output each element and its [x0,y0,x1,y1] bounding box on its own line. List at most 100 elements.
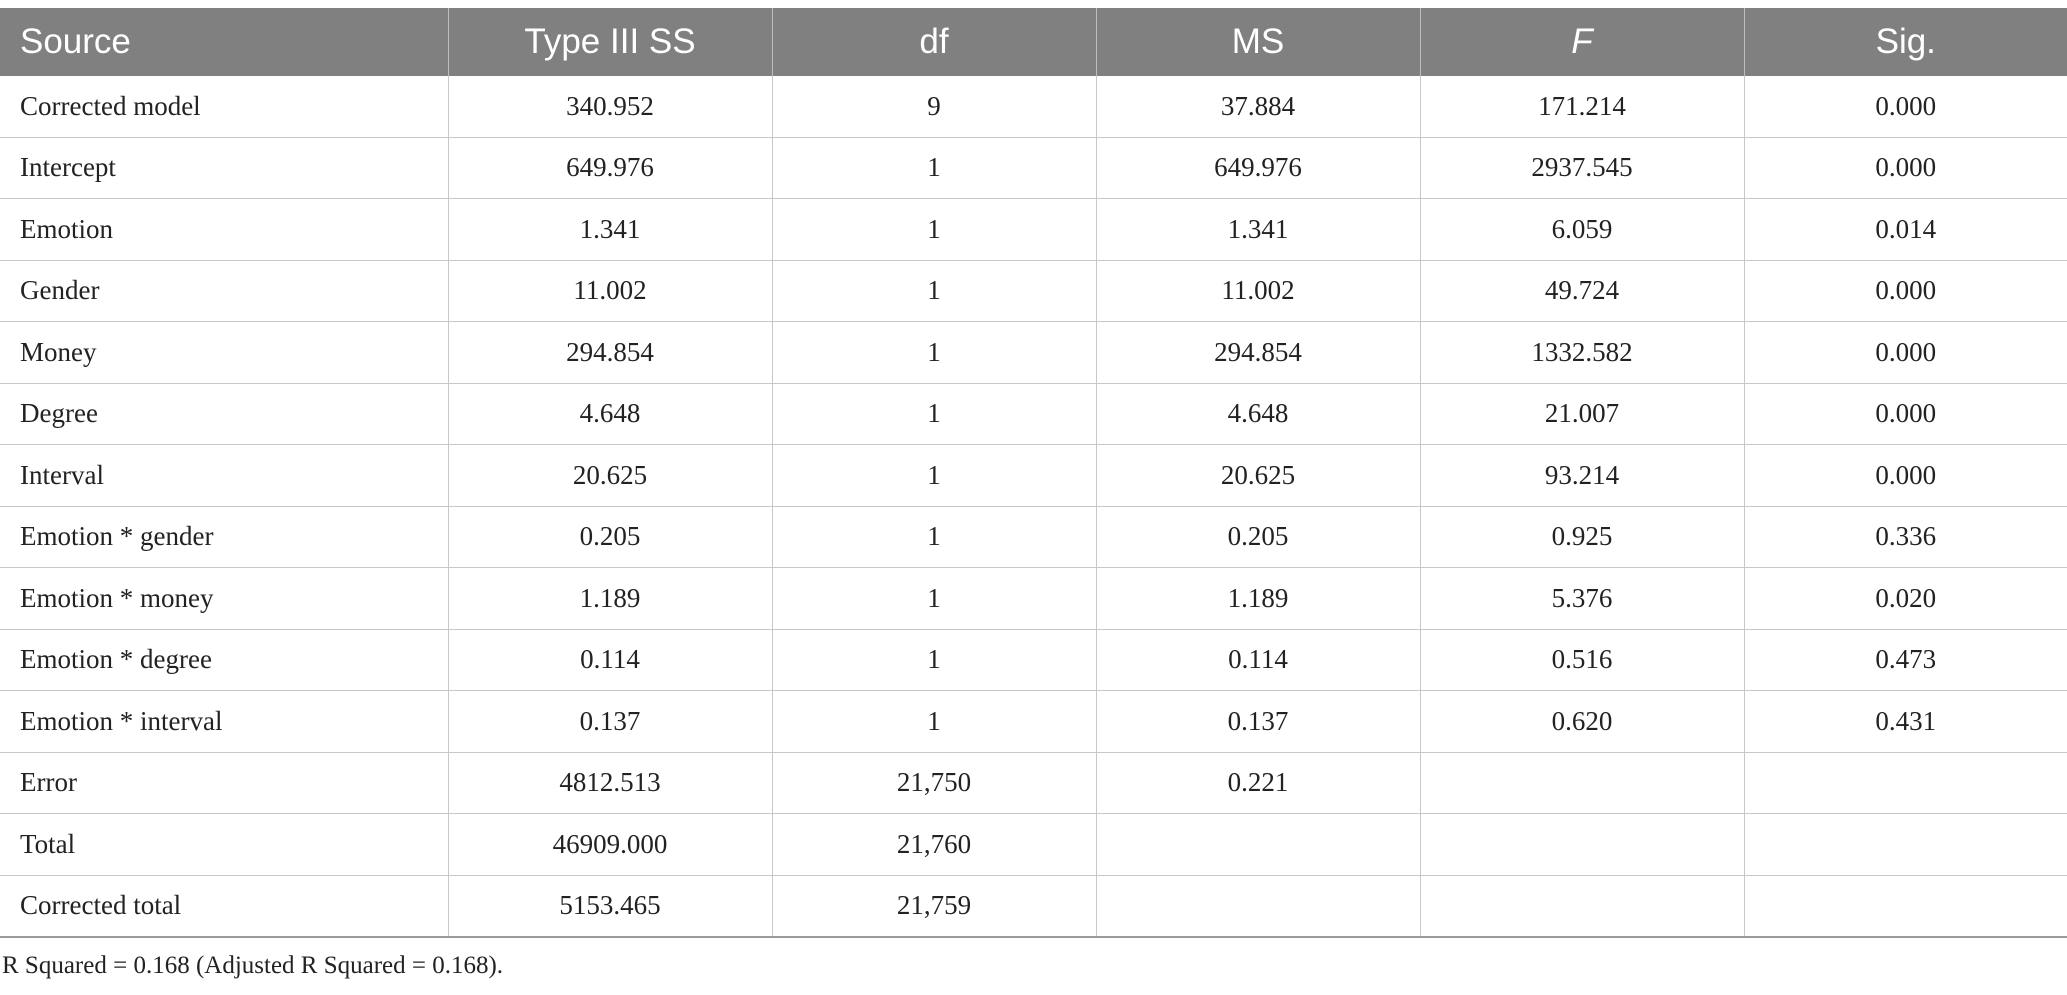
table-row: Intercept 649.976 1 649.976 2937.545 0.0… [0,137,2067,199]
cell-df: 1 [771,444,1096,507]
cell-ms: 37.884 [1095,76,1420,138]
cell-ms [1095,875,1420,938]
cell-sig: 0.000 [1743,321,2067,384]
cell-type-iii-ss: 1.341 [447,198,772,261]
cell-source: Corrected model [0,76,448,138]
table-row: Emotion 1.341 1 1.341 6.059 0.014 [0,198,2067,261]
cell-type-iii-ss: 649.976 [447,137,772,199]
cell-df: 1 [771,567,1096,630]
cell-type-iii-ss: 20.625 [447,444,772,507]
table-row: Interval 20.625 1 20.625 93.214 0.000 [0,444,2067,507]
cell-df: 1 [771,629,1096,691]
cell-type-iii-ss: 4812.513 [447,752,772,814]
cell-source: Emotion * interval [0,690,448,753]
cell-type-iii-ss: 0.205 [447,506,772,568]
cell-df: 1 [771,137,1096,199]
table-row: Total 46909.000 21,760 [0,813,2067,876]
cell-source: Emotion * gender [0,506,448,568]
cell-f: 171.214 [1419,76,1744,138]
table-row: Corrected model 340.952 9 37.884 171.214… [0,76,2067,138]
cell-df: 21,750 [771,752,1096,814]
header-type-iii-ss: Type III SS [447,8,772,76]
cell-df: 1 [771,506,1096,568]
cell-sig: 0.000 [1743,444,2067,507]
cell-f: 21.007 [1419,383,1744,445]
cell-f: 0.925 [1419,506,1744,568]
cell-source: Emotion * degree [0,629,448,691]
header-ms: MS [1095,8,1420,76]
anova-table-container: Source Type III SS df MS F Sig. Correcte… [0,8,2067,938]
table-row: Emotion * money 1.189 1 1.189 5.376 0.02… [0,567,2067,630]
table-row: Error 4812.513 21,750 0.221 [0,752,2067,814]
cell-f: 5.376 [1419,567,1744,630]
cell-sig: 0.000 [1743,383,2067,445]
cell-sig: 0.014 [1743,198,2067,261]
cell-sig: 0.000 [1743,137,2067,199]
cell-source: Gender [0,260,448,322]
table-row: Gender 11.002 1 11.002 49.724 0.000 [0,260,2067,322]
cell-sig: 0.000 [1743,76,2067,138]
table-row: Emotion * interval 0.137 1 0.137 0.620 0… [0,690,2067,753]
header-sig: Sig. [1743,8,2067,76]
table-footnote: R Squared = 0.168 (Adjusted R Squared = … [2,952,504,979]
header-f: F [1419,8,1744,76]
cell-source: Degree [0,383,448,445]
cell-ms: 4.648 [1095,383,1420,445]
cell-f: 0.620 [1419,690,1744,753]
cell-sig: 0.000 [1743,260,2067,322]
cell-ms: 0.114 [1095,629,1420,691]
cell-df: 9 [771,76,1096,138]
cell-sig: 0.473 [1743,629,2067,691]
cell-f: 49.724 [1419,260,1744,322]
table-header-row: Source Type III SS df MS F Sig. [0,8,2067,76]
anova-table: Source Type III SS df MS F Sig. Correcte… [0,8,2067,938]
cell-ms: 1.189 [1095,567,1420,630]
cell-ms: 0.205 [1095,506,1420,568]
cell-ms [1095,813,1420,876]
cell-df: 1 [771,383,1096,445]
cell-f: 2937.545 [1419,137,1744,199]
cell-ms: 294.854 [1095,321,1420,384]
cell-f [1419,752,1744,814]
cell-type-iii-ss: 11.002 [447,260,772,322]
cell-source: Money [0,321,448,384]
cell-source: Intercept [0,137,448,199]
cell-f: 1332.582 [1419,321,1744,384]
cell-sig: 0.020 [1743,567,2067,630]
table-row: Emotion * gender 0.205 1 0.205 0.925 0.3… [0,506,2067,568]
cell-sig [1743,813,2067,876]
table-row: Money 294.854 1 294.854 1332.582 0.000 [0,321,2067,384]
cell-ms: 1.341 [1095,198,1420,261]
cell-source: Emotion [0,198,448,261]
cell-f: 93.214 [1419,444,1744,507]
cell-sig [1743,875,2067,938]
cell-type-iii-ss: 5153.465 [447,875,772,938]
cell-ms: 649.976 [1095,137,1420,199]
cell-source: Corrected total [0,875,448,938]
cell-df: 21,760 [771,813,1096,876]
cell-df: 1 [771,198,1096,261]
cell-df: 1 [771,260,1096,322]
cell-df: 21,759 [771,875,1096,938]
cell-f: 0.516 [1419,629,1744,691]
header-source: Source [0,8,448,76]
cell-source: Error [0,752,448,814]
cell-f [1419,875,1744,938]
table-row: Degree 4.648 1 4.648 21.007 0.000 [0,383,2067,445]
cell-source: Interval [0,444,448,507]
cell-type-iii-ss: 1.189 [447,567,772,630]
cell-source: Total [0,813,448,876]
cell-ms: 0.221 [1095,752,1420,814]
cell-ms: 11.002 [1095,260,1420,322]
cell-ms: 0.137 [1095,690,1420,753]
cell-type-iii-ss: 0.137 [447,690,772,753]
cell-df: 1 [771,690,1096,753]
cell-type-iii-ss: 46909.000 [447,813,772,876]
cell-type-iii-ss: 0.114 [447,629,772,691]
cell-sig: 0.336 [1743,506,2067,568]
cell-source: Emotion * money [0,567,448,630]
cell-sig [1743,752,2067,814]
cell-df: 1 [771,321,1096,384]
cell-type-iii-ss: 340.952 [447,76,772,138]
cell-f [1419,813,1744,876]
